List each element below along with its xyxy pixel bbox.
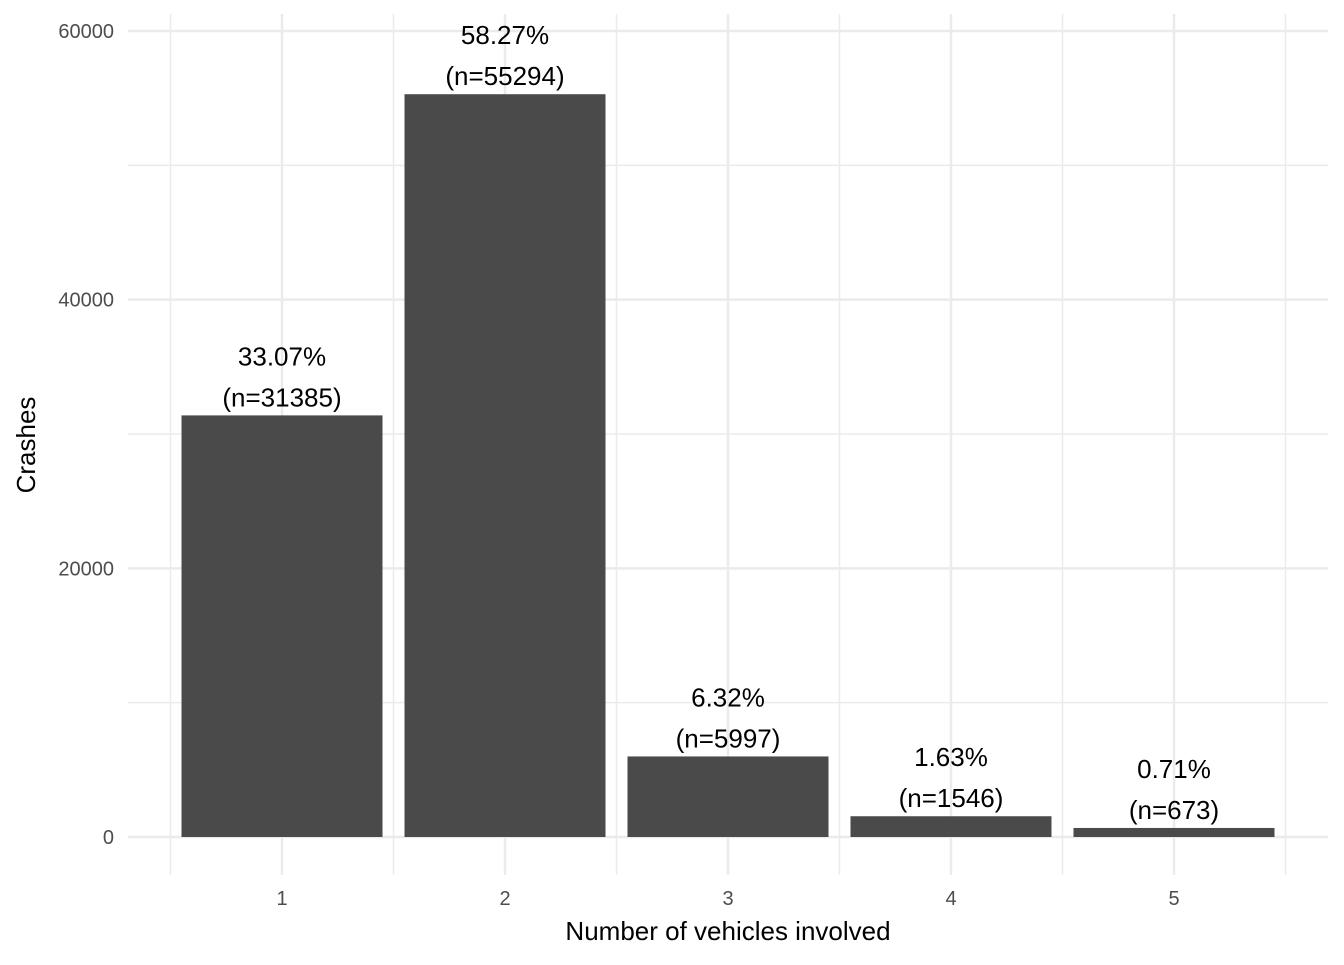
- x-tick-label: 4: [945, 888, 956, 910]
- bar-label-count: (n=5997): [676, 723, 781, 753]
- bars: [181, 94, 1275, 837]
- bar-label-percent: 1.63%: [914, 742, 988, 772]
- y-axis-title: Crashes: [11, 397, 41, 494]
- x-tick-label: 1: [276, 888, 287, 910]
- bar-label-count: (n=1546): [899, 783, 1004, 813]
- bar-label-count: (n=31385): [222, 382, 341, 412]
- bar-label-count: (n=673): [1129, 795, 1219, 825]
- y-tick-label: 40000: [58, 290, 114, 312]
- x-tick-label: 2: [499, 888, 510, 910]
- bar-label-percent: 33.07%: [238, 341, 326, 371]
- bar-label-percent: 6.32%: [691, 682, 765, 712]
- y-tick-label: 0: [103, 827, 114, 849]
- x-axis-title: Number of vehicles involved: [565, 916, 890, 946]
- y-tick-label: 20000: [58, 558, 114, 580]
- bar-label-count: (n=55294): [445, 61, 564, 91]
- bar-4: [850, 816, 1052, 837]
- x-axis-ticks: 1 2 3 4 5: [276, 888, 1179, 910]
- bar-3: [627, 756, 829, 837]
- x-tick-label: 3: [722, 888, 733, 910]
- x-tick-label: 5: [1168, 888, 1179, 910]
- y-axis-ticks: 0 20000 40000 60000: [58, 21, 114, 849]
- bar-label-percent: 0.71%: [1137, 754, 1211, 784]
- bar-1: [181, 415, 383, 837]
- bar-5: [1073, 827, 1275, 837]
- bar-2: [404, 94, 606, 837]
- bar-label-percent: 58.27%: [461, 20, 549, 50]
- bar-data-labels: 33.07% (n=31385) 58.27% (n=55294) 6.32% (n=59…: [222, 20, 1219, 825]
- y-tick-label: 60000: [58, 21, 114, 43]
